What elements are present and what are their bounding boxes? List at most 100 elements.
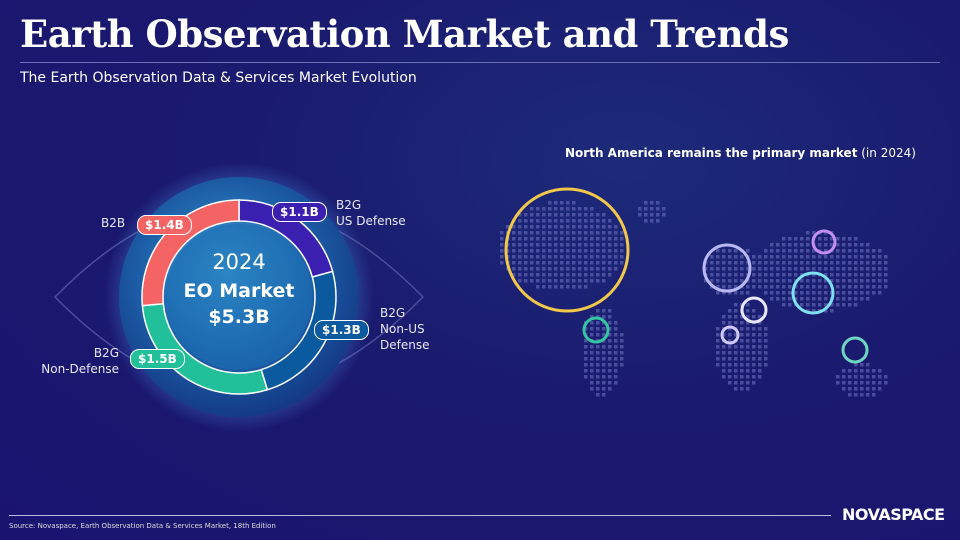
map-dot	[722, 315, 726, 319]
map-dot	[542, 225, 546, 229]
map-dot	[818, 255, 822, 259]
map-dot	[620, 261, 624, 265]
map-dot	[542, 207, 546, 211]
map-dot	[524, 225, 528, 229]
map-dot	[752, 273, 756, 277]
map-dot	[596, 351, 600, 355]
map-dot	[794, 249, 798, 253]
map-dot	[596, 267, 600, 271]
map-dot	[782, 249, 786, 253]
map-dot	[542, 213, 546, 217]
map-dot	[842, 267, 846, 271]
map-dot	[812, 285, 816, 289]
map-dot	[878, 369, 882, 373]
map-dot	[728, 357, 732, 361]
map-dot	[590, 351, 594, 355]
map-dot	[860, 249, 864, 253]
map-dot	[578, 285, 582, 289]
map-dot	[836, 255, 840, 259]
map-dot	[860, 375, 864, 379]
map-dot	[758, 345, 762, 349]
map-dot	[824, 249, 828, 253]
map-dot	[734, 291, 738, 295]
map-dot	[782, 273, 786, 277]
map-dot	[656, 213, 660, 217]
map-dot	[608, 267, 612, 271]
map-dot	[842, 237, 846, 241]
map-dot	[608, 315, 612, 319]
map-dot	[716, 261, 720, 265]
map-dot	[722, 375, 726, 379]
map-dot	[866, 381, 870, 385]
map-dot	[584, 267, 588, 271]
map-dot	[536, 255, 540, 259]
map-dot	[602, 309, 606, 313]
map-dot	[746, 303, 750, 307]
map-dot	[812, 291, 816, 295]
map-dot	[578, 219, 582, 223]
map-dot	[710, 255, 714, 259]
map-dot	[704, 279, 708, 283]
map-dot	[788, 285, 792, 289]
map-dot	[878, 381, 882, 385]
map-dot	[848, 255, 852, 259]
map-dot	[650, 201, 654, 205]
map-dot	[734, 363, 738, 367]
map-dot	[758, 375, 762, 379]
map-dot	[554, 219, 558, 223]
map-dot	[812, 255, 816, 259]
map-dot	[506, 225, 510, 229]
map-dot	[596, 213, 600, 217]
map-dot	[608, 333, 612, 337]
map-dot	[878, 387, 882, 391]
map-dot	[800, 249, 804, 253]
map-dot	[770, 267, 774, 271]
map-dot	[788, 267, 792, 271]
map-dot	[746, 387, 750, 391]
map-dot	[764, 363, 768, 367]
market-circles	[504, 187, 869, 364]
map-dot	[608, 351, 612, 355]
map-dot	[776, 279, 780, 283]
map-dot	[602, 327, 606, 331]
map-dot	[524, 213, 528, 217]
map-dot	[608, 369, 612, 373]
map-dot	[716, 273, 720, 277]
map-dot	[752, 309, 756, 313]
map-dot	[608, 309, 612, 313]
map-dot	[542, 261, 546, 265]
map-dot	[818, 267, 822, 271]
map-dot	[758, 351, 762, 355]
map-dot	[758, 285, 762, 289]
map-dot	[602, 273, 606, 277]
map-dot	[740, 333, 744, 337]
map-dot	[500, 231, 504, 235]
map-dot	[566, 201, 570, 205]
map-dot	[734, 357, 738, 361]
map-dot	[818, 297, 822, 301]
map-dot	[584, 243, 588, 247]
map-dot	[860, 363, 864, 367]
map-dot	[578, 213, 582, 217]
map-dot	[584, 279, 588, 283]
map-dot	[740, 369, 744, 373]
map-dot	[740, 351, 744, 355]
map-dot	[716, 255, 720, 259]
map-dot	[530, 249, 534, 253]
map-dot	[638, 207, 642, 211]
map-dot	[848, 243, 852, 247]
map-dot	[596, 369, 600, 373]
map-dot	[614, 381, 618, 385]
map-dot	[842, 381, 846, 385]
map-dot	[788, 243, 792, 247]
map-dot	[596, 327, 600, 331]
map-dot	[530, 255, 534, 259]
map-dot	[794, 267, 798, 271]
map-dot	[830, 237, 834, 241]
map-dot	[746, 315, 750, 319]
map-dot	[584, 255, 588, 259]
map-dot	[806, 297, 810, 301]
map-dot	[854, 273, 858, 277]
map-dot	[824, 237, 828, 241]
map-title: North America remains the primary market…	[565, 146, 916, 160]
